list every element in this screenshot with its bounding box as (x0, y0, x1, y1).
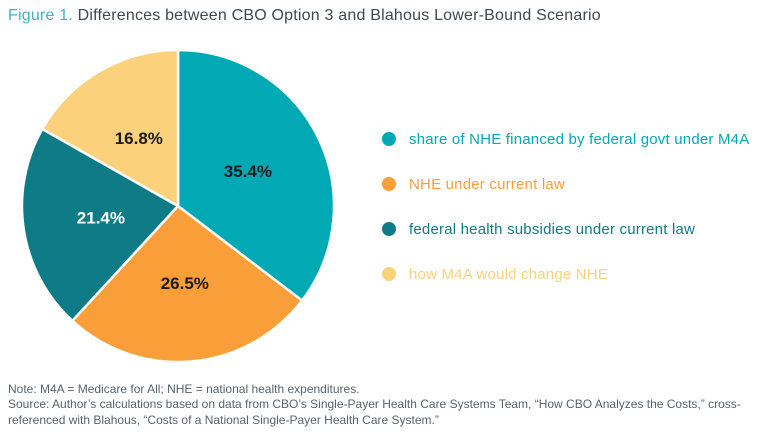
legend-label: how M4A would change NHE (409, 265, 609, 283)
source-text: Source: Author’s calculations based on d… (8, 397, 741, 427)
legend-swatch-icon (382, 132, 396, 146)
legend-label: NHE under current law (409, 175, 565, 193)
legend-item-m4a-share: share of NHE financed by federal govt un… (382, 130, 750, 148)
pie-slice (20, 127, 180, 323)
legend-label: federal health subsidies under current l… (409, 220, 696, 238)
note-text: Note: M4A = Medicare for All; NHE = nati… (8, 382, 360, 396)
pie-slice (41, 48, 180, 208)
pie-slice-value-label: 21.4% (77, 209, 125, 228)
legend-label: share of NHE financed by federal govt un… (409, 130, 750, 148)
legend-item-m4a-change: how M4A would change NHE (382, 265, 749, 283)
pie-slice-value-label: 35.4% (224, 162, 272, 181)
footer-notes: Note: M4A = Medicare for All; NHE = nati… (8, 382, 758, 428)
legend-swatch-icon (382, 267, 396, 281)
legend-swatch-icon (382, 177, 396, 191)
figure-number-label: Figure 1. (8, 7, 73, 24)
figure-title: Figure 1. Differences between CBO Option… (8, 7, 601, 25)
pie-slice (71, 204, 304, 364)
pie-chart: 35.4% 26.5% 21.4% 16.8% (20, 48, 336, 364)
pie-slice-value-label: 16.8% (115, 129, 163, 148)
legend: share of NHE financed by federal govt un… (382, 130, 750, 283)
legend-swatch-icon (382, 222, 396, 236)
pie-slice (176, 48, 336, 302)
legend-item-nhe-current-law: NHE under current law (382, 175, 749, 193)
figure-title-text: Differences between CBO Option 3 and Bla… (77, 7, 601, 24)
pie-slice-value-label: 26.5% (161, 274, 209, 293)
legend-item-federal-subsidies: federal health subsidies under current l… (382, 220, 749, 238)
